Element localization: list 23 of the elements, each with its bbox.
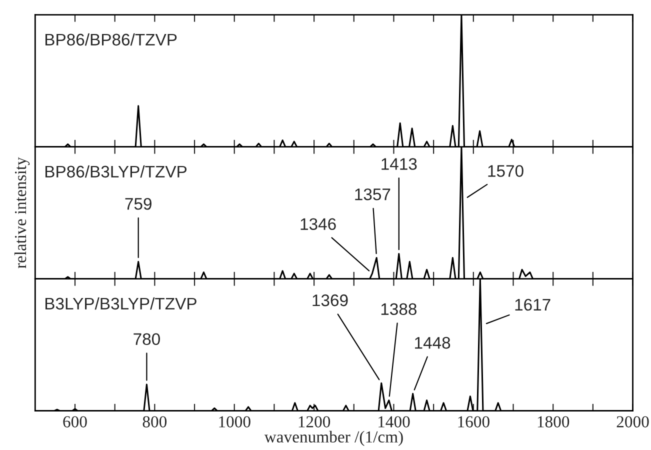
annotation: 780 — [134, 333, 160, 346]
annotation: 1617 — [515, 298, 550, 311]
x-axis-title: wavenumber /(1/cm) — [264, 430, 403, 446]
x-tick-label: 2000 — [616, 416, 649, 428]
annotation: 1369 — [312, 294, 348, 306]
annotation: 1570 — [488, 165, 524, 177]
x-tick-label: 800 — [142, 416, 167, 428]
annotation: 759 — [125, 198, 152, 210]
text: BP86/B3LYP/TZVP — [45, 165, 187, 178]
annotation: 1346 — [300, 218, 336, 230]
x-tick-label: 1400 — [378, 416, 410, 428]
x-tick-label: 600 — [63, 416, 87, 428]
x-tick-label: 1600 — [458, 416, 490, 428]
annotation: 1448 — [415, 336, 450, 349]
text: B3LYP/B3LYP/TZVP — [45, 297, 196, 310]
x-tick-label: 1800 — [538, 416, 570, 428]
x-tick-label: 1000 — [219, 416, 250, 428]
text: BP86/BP86/TZVP — [45, 33, 177, 46]
annotation: 1357 — [355, 188, 390, 200]
annotation: 1388 — [381, 303, 416, 316]
y-axis-title: relative intensity — [14, 157, 30, 268]
annotation: 1413 — [382, 158, 417, 170]
x-tick-label: 1200 — [298, 416, 330, 428]
